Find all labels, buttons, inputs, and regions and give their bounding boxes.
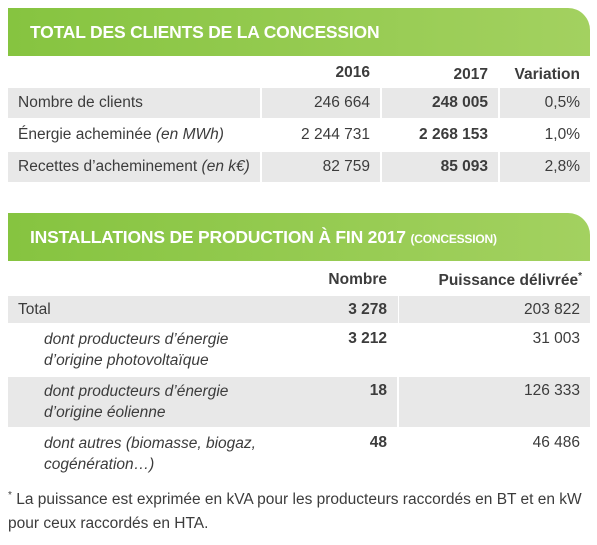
cell-value: 1,0% [544,126,580,143]
row-bg [298,377,300,427]
header-text: Puissance délivrée [438,272,579,290]
cell-value: 3 212 [348,330,387,347]
row-label: dont autres (biomasse, biogaz, cogénérati… [8,429,298,479]
column-header: Variation [514,66,580,83]
cell-value: 85 093 [382,152,498,182]
cell-value: 82 759 [262,152,380,182]
title-note: (CONCESSION) [410,232,497,246]
cell-value: 2,8% [500,152,590,182]
title-text: INSTALLATIONS DE PRODUCTION À FIN 2017 [30,227,406,247]
cell-value: 246 664 [262,88,380,118]
label-unit: (en k€) [201,158,250,175]
cell-value: 203 822 [399,296,590,323]
header-note: * [578,271,582,282]
column-header: 2017 [453,66,488,83]
label-line: d’origine photovoltaïque [44,352,209,369]
label-line: Total [18,301,51,318]
label-line: dont producteurs d’énergie [44,331,229,348]
footnote-marker: * [8,490,12,501]
cell-value: 31 003 [532,330,580,347]
section-title: INSTALLATIONS DE PRODUCTION À FIN 2017 (… [8,213,590,261]
label-line: cogénération…) [44,456,155,473]
section-title: TOTAL DES CLIENTS DE LA CONCESSION [8,8,590,56]
column-header: 2016 [335,64,370,81]
label-unit: (en MWh) [155,126,224,143]
cell-value: 46 486 [532,434,580,451]
column-header: Nombre [328,271,387,288]
cell-value: 18 [300,377,397,427]
row-label: Énergie acheminée (en MWh) [8,120,260,150]
cell-value: 2 244 731 [301,126,370,143]
label-line: d’origine éolienne [44,404,166,421]
cell-value: 3 278 [300,296,397,323]
label-line: dont producteurs d’énergie [44,383,229,400]
footnote-text: La puissance est exprimée en kVA pour le… [8,491,582,533]
row-label: dont producteurs d’énergie d’origine éoli… [8,377,298,427]
column-header: Puissance délivrée* [399,271,590,290]
cell-value: 0,5% [500,88,590,118]
cell-value: 48 [369,434,387,451]
row-label: Recettes d’acheminement (en k€) [8,152,260,182]
label-text: Recettes d’acheminement [18,158,198,175]
cell-value: 2 268 153 [419,126,488,143]
label-text: Nombre de clients [18,94,143,111]
cell-value: 126 333 [399,377,590,427]
footnote: * La puissance est exprimée en kVA pour … [8,484,593,536]
cell-value: 248 005 [382,88,498,118]
row-label: dont producteurs d’énergie d’origine phot… [8,325,298,375]
label-line: dont autres (biomasse, biogaz, [44,435,256,452]
label-text: Énergie acheminée [18,126,152,143]
row-label: Nombre de clients [8,88,260,118]
